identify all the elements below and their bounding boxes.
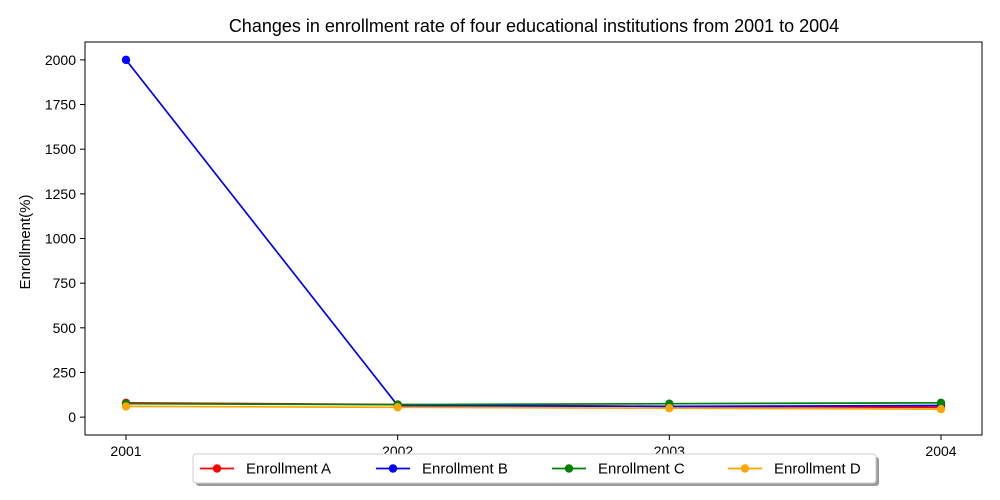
y-tick-label: 0 bbox=[68, 409, 76, 425]
legend-label-enrollment-c: Enrollment C bbox=[598, 461, 685, 478]
legend-label-enrollment-b: Enrollment B bbox=[422, 461, 508, 478]
data-point-enrollment-d bbox=[665, 404, 674, 413]
y-tick-label: 1000 bbox=[45, 231, 76, 247]
y-tick-label: 1500 bbox=[45, 141, 76, 157]
legend-label-enrollment-d: Enrollment D bbox=[774, 461, 861, 478]
legend-label-enrollment-a: Enrollment A bbox=[246, 461, 331, 478]
series-line-enrollment-c bbox=[125, 401, 942, 406]
data-point-enrollment-c bbox=[936, 398, 946, 408]
y-tick-label: 250 bbox=[53, 364, 77, 380]
y-axis-title: Enrollment(%) bbox=[17, 194, 34, 289]
data-point-enrollment-d bbox=[393, 403, 402, 412]
x-tick-label: 2004 bbox=[925, 443, 956, 459]
data-point-enrollment-d bbox=[936, 404, 946, 414]
y-tick-label: 500 bbox=[53, 320, 77, 336]
legend-marker-enrollment-c bbox=[564, 464, 574, 473]
y-tick-label: 1250 bbox=[45, 186, 76, 202]
y-tick-label: 2000 bbox=[45, 52, 76, 68]
axes-frame bbox=[84, 41, 983, 436]
series-line-enrollment-d bbox=[125, 405, 942, 410]
y-tick-label: 750 bbox=[53, 275, 77, 291]
data-point-enrollment-b bbox=[121, 55, 131, 65]
legend: Enrollment A Enrollment B Enrollment C Enro… bbox=[192, 453, 879, 486]
chart-title: Changes in enrollment rate of four educa… bbox=[229, 16, 839, 36]
legend-marker-enrollment-b bbox=[388, 464, 398, 473]
legend-marker-enrollment-a bbox=[212, 464, 222, 473]
series-line-enrollment-b bbox=[125, 59, 942, 408]
x-tick-label: 2001 bbox=[110, 443, 141, 459]
data-point-enrollment-d bbox=[121, 402, 131, 411]
y-tick-label: 1750 bbox=[45, 97, 76, 113]
legend-box bbox=[192, 453, 877, 484]
legend-marker-enrollment-d bbox=[740, 464, 750, 473]
